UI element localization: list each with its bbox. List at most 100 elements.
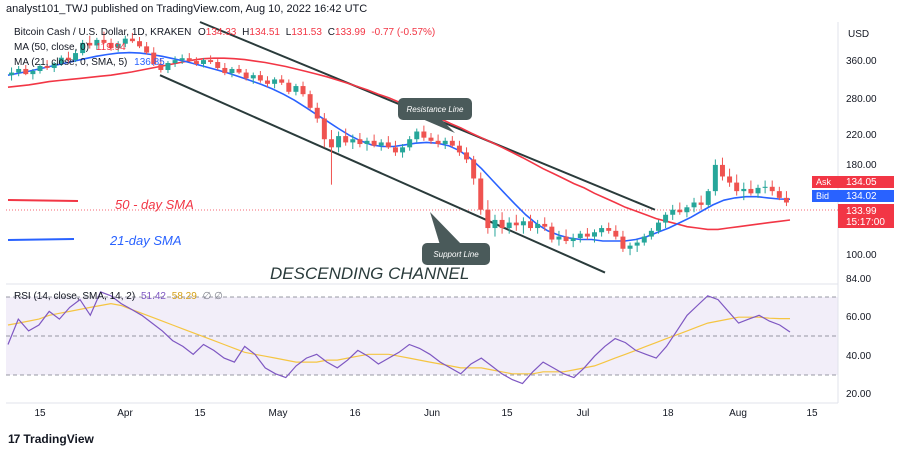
sma21-legend-line <box>7 238 75 241</box>
candle <box>528 221 534 229</box>
candle <box>577 233 583 239</box>
candle <box>9 72 15 76</box>
candle <box>108 42 114 49</box>
candle <box>16 68 22 73</box>
candle <box>570 238 576 242</box>
sma50-legend-line <box>7 199 79 202</box>
ask-label: Ask <box>816 177 832 187</box>
candle <box>129 38 135 42</box>
rsi-tick-60: 60.00 <box>846 312 871 323</box>
candle <box>499 219 505 229</box>
ask-tag <box>812 176 894 188</box>
rsi-tick-40: 40.00 <box>846 351 871 362</box>
candle <box>115 43 121 49</box>
candle <box>264 80 270 84</box>
candle <box>563 236 569 242</box>
support-callout <box>422 243 490 265</box>
candle <box>229 68 235 74</box>
bar-countdown: 15:17:00 <box>846 217 885 228</box>
candle <box>456 145 462 153</box>
bid-label: Bid <box>816 191 829 201</box>
candle <box>321 118 327 140</box>
candle <box>73 53 79 61</box>
candle <box>272 79 278 84</box>
candle <box>648 230 654 237</box>
candle <box>144 46 150 53</box>
candle <box>627 245 633 249</box>
candle <box>179 58 185 61</box>
candle <box>371 140 377 146</box>
legend-ma50: MA (50, close, 0) 119.94 <box>14 42 126 53</box>
candle <box>705 191 711 205</box>
candle <box>165 63 171 70</box>
candle <box>30 71 36 75</box>
time-tick: Jun <box>424 408 440 419</box>
candle <box>556 236 562 240</box>
time-tick: 15 <box>194 408 206 419</box>
candle <box>364 140 370 145</box>
channel-annotation: DESCENDING CHANNEL <box>270 264 469 283</box>
candle <box>535 223 541 229</box>
candle <box>741 188 747 192</box>
candle <box>691 202 697 208</box>
candle <box>485 209 491 229</box>
time-tick: 15 <box>806 408 818 419</box>
candle <box>712 164 718 192</box>
time-tick: Aug <box>729 408 747 419</box>
candle <box>23 68 29 75</box>
candle <box>208 60 214 63</box>
candle <box>151 52 157 64</box>
candle <box>186 58 192 62</box>
candle <box>378 142 384 146</box>
resistance-callout <box>398 98 472 120</box>
candle <box>670 209 676 215</box>
candle <box>222 67 228 74</box>
candle <box>122 38 128 44</box>
ask-value: 134.05 <box>846 177 877 188</box>
last-price-value: 133.99 <box>846 206 877 217</box>
candle <box>307 94 313 108</box>
candle <box>343 136 349 143</box>
candle <box>357 139 363 145</box>
time-tick: 15 <box>34 408 46 419</box>
candle <box>407 139 413 148</box>
support-line[interactable] <box>159 74 606 274</box>
tradingview-logo-icon: 17 <box>8 432 20 446</box>
resistance-callout-pointer <box>420 118 455 133</box>
time-tick: 16 <box>349 408 361 419</box>
candle <box>400 147 406 153</box>
rsi-line <box>7 291 791 385</box>
price-tick-100: 100.00 <box>846 250 877 261</box>
legend-symbol: Bitcoin Cash / U.S. Dollar, 1D, KRAKEN <box>14 27 191 38</box>
candle <box>520 221 526 226</box>
candle <box>314 107 320 119</box>
resistance-callout-text: Resistance Line <box>407 105 464 114</box>
candle <box>677 209 683 213</box>
price-tick-360: 360.00 <box>846 56 877 67</box>
candle <box>414 131 420 140</box>
candle <box>172 60 178 64</box>
candle <box>250 75 256 79</box>
candle <box>513 222 519 226</box>
bid-tag <box>812 190 894 202</box>
candle <box>215 62 221 68</box>
candle <box>663 214 669 223</box>
candle <box>606 228 612 231</box>
candle <box>471 159 477 179</box>
price-tick-180: 180.00 <box>846 160 877 171</box>
rsi-ma-series <box>7 302 790 375</box>
candle <box>698 202 704 205</box>
legend-ma21: MA (21, close, 0, SMA, 5) 136.85 <box>14 57 165 68</box>
candle <box>293 86 299 92</box>
ma21-line <box>7 51 791 242</box>
candle <box>101 39 107 43</box>
price-pane[interactable] <box>6 22 838 284</box>
candle <box>350 139 356 143</box>
candle <box>492 219 498 229</box>
sma21-annotation: 21-day SMA <box>109 233 182 248</box>
candle <box>719 164 725 177</box>
candle <box>655 222 661 231</box>
support-callout-text: Support Line <box>433 250 479 259</box>
candle <box>734 182 740 192</box>
